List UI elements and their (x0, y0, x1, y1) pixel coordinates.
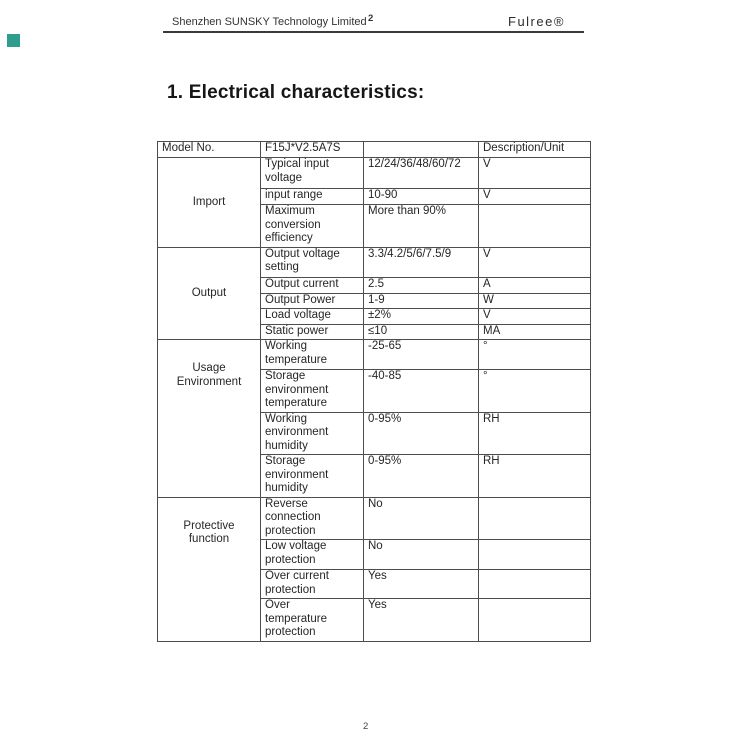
section-title: 1. Electrical characteristics: (167, 82, 425, 103)
company-name: Shenzhen SUNSKY Technology Limited (172, 16, 367, 28)
unit-cell: RH (478, 454, 591, 498)
unit-cell (478, 569, 591, 599)
value-cell: No (363, 496, 479, 540)
value-cell: -40-85 (363, 369, 479, 413)
spec-table: Model No. F15J*V2.5A7S Description/Unit Imp… (157, 141, 591, 642)
param-cell: Over current protection (260, 569, 364, 599)
unit-cell (478, 496, 591, 540)
unit-cell (478, 539, 591, 570)
param-cell: Typical input voltage (260, 157, 364, 189)
value-cell: 10-90 (363, 188, 479, 205)
unit-cell: V (478, 157, 591, 189)
param-cell: Storage environment humidity (260, 454, 364, 498)
group-cell: Usage Environment (157, 339, 261, 498)
table-row: Import Typical input voltage 12/24/36/48/6… (157, 157, 591, 248)
table-row: Storage environment humidity 0-95% RH (158, 454, 591, 498)
header-superscript: 2 (368, 13, 374, 24)
param-cell: Over temperature protection (260, 598, 364, 642)
param-cell: Reverse connection protection (260, 496, 364, 540)
brand-name: Fulree® (508, 14, 565, 29)
value-cell: No (363, 539, 479, 570)
param-cell: Working temperature (260, 339, 364, 370)
page-number: 2 (363, 721, 369, 732)
value-cell: Yes (363, 598, 479, 642)
value-cell: 12/24/36/48/60/72 (363, 157, 479, 189)
value-cell: -25-65 (363, 339, 479, 370)
table-row: Protective function Reverse connection pr… (157, 496, 591, 642)
table-header-cell (363, 141, 479, 158)
group-cell: Output (157, 246, 261, 340)
unit-cell: A (478, 276, 591, 294)
unit-cell: V (478, 188, 591, 205)
table-row: Output current 2.5 A (158, 276, 591, 294)
value-cell: 1-9 (363, 292, 479, 309)
header-rule (163, 31, 584, 33)
unit-cell: ° (478, 339, 591, 370)
unit-cell: V (478, 308, 591, 325)
param-cell: input range (260, 188, 364, 205)
param-cell: Working environment humidity (260, 411, 364, 455)
unit-cell: V (478, 246, 591, 278)
unit-cell: W (478, 292, 591, 309)
table-row: Over temperature protection Yes (158, 598, 591, 642)
table-row: Output Output voltage setting 3.3/4.2/5/6/… (157, 246, 591, 340)
value-cell: Yes (363, 569, 479, 599)
value-cell: 0-95% (363, 454, 479, 498)
value-cell: 0-95% (363, 411, 479, 455)
table-header-cell: F15J*V2.5A7S (260, 141, 364, 158)
param-cell: Load voltage (260, 308, 364, 325)
group-cell: Protective function (157, 496, 261, 642)
value-cell: 3.3/4.2/5/6/7.5/9 (363, 246, 479, 278)
logo-mark (7, 34, 20, 47)
table-row: Over current protection Yes (158, 569, 591, 599)
unit-cell: RH (478, 411, 591, 455)
param-cell: Output Power (260, 292, 364, 309)
table-row: Working environment humidity 0-95% RH (158, 411, 591, 455)
value-cell: More than 90% (363, 204, 479, 248)
table-row: Usage Environment Working temperature -25-… (157, 339, 591, 498)
table-row: Maximum conversion efficiency More than 9… (158, 204, 591, 248)
table-row: Low voltage protection No (158, 539, 591, 570)
param-cell: Low voltage protection (260, 539, 364, 570)
spec-table-body: Model No. F15J*V2.5A7S Description/Unit Imp… (157, 141, 591, 642)
value-cell: ±2% (363, 308, 479, 325)
unit-cell (478, 598, 591, 642)
param-cell: Static power (260, 323, 364, 340)
table-row: input range 10-90 V (158, 188, 591, 205)
group-cell: Import (157, 157, 261, 248)
table-row: Load voltage ±2% V (158, 308, 591, 325)
param-cell: Output voltage setting (260, 246, 364, 278)
unit-cell: MA (478, 323, 591, 340)
unit-cell: ° (478, 369, 591, 413)
param-cell: Maximum conversion efficiency (260, 204, 364, 248)
value-cell: ≤10 (363, 323, 479, 340)
value-cell: 2.5 (363, 276, 479, 294)
table-header-cell: Description/Unit (478, 141, 591, 158)
table-header-cell: Model No. (157, 141, 261, 158)
unit-cell (478, 204, 591, 248)
table-row: Storage environment temperature -40-85 ° (158, 369, 591, 413)
param-cell: Storage environment temperature (260, 369, 364, 413)
table-header-row: Model No. F15J*V2.5A7S Description/Unit (157, 141, 591, 158)
param-cell: Output current (260, 276, 364, 294)
